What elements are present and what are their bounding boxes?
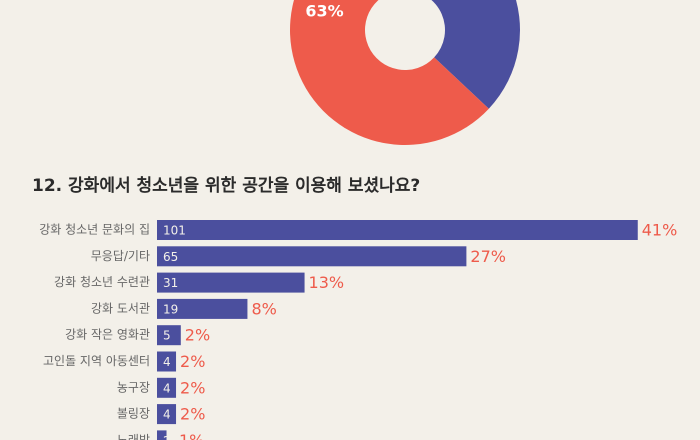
bar	[157, 325, 181, 346]
bar-value: 19	[163, 302, 178, 316]
percent-label: 13%	[309, 273, 345, 292]
category-label: 고인돌 지역 아동센터	[43, 354, 150, 368]
bar-value: 5	[163, 329, 171, 343]
donut-slice	[290, 0, 489, 145]
bar	[157, 351, 177, 372]
bar	[157, 430, 167, 440]
donut-slice	[431, 0, 520, 109]
category-label: 노래방	[117, 433, 150, 440]
bar	[157, 377, 177, 398]
category-label: 강화 작은 영화관	[65, 328, 150, 342]
category-label: 볼링장	[117, 407, 150, 421]
bar	[157, 220, 638, 240]
category-label: 강화 청소년 문화의 집	[39, 223, 150, 237]
category-label: 무응답/기타	[91, 249, 150, 263]
bar-value: 65	[163, 250, 178, 264]
bar-value: 2	[163, 434, 171, 440]
percent-label: 2%	[180, 378, 205, 397]
bar	[157, 272, 305, 293]
percent-label: 41%	[642, 221, 678, 240]
bar	[157, 404, 177, 425]
bar-value: 101	[163, 224, 186, 238]
percent-label: 27%	[470, 247, 506, 266]
bar-value: 4	[163, 408, 171, 422]
percent-label: 8%	[251, 299, 276, 318]
percent-label: 2%	[180, 405, 205, 424]
chart-title: 12. 강화에서 청소년을 위한 공간을 이용해 보셨나요?	[32, 175, 420, 196]
percent-label: 1%	[179, 431, 204, 440]
bar-value: 31	[163, 276, 178, 290]
slice-label: 63%	[305, 2, 343, 21]
bar-value: 4	[163, 381, 171, 395]
percent-label: 2%	[185, 326, 210, 345]
bar	[157, 298, 248, 319]
percent-label: 2%	[180, 352, 205, 371]
category-label: 강화 도서관	[91, 301, 150, 315]
bar	[157, 246, 467, 267]
category-label: 농구장	[117, 380, 150, 394]
category-label: 강화 청소년 수련관	[54, 275, 150, 289]
bar-value: 4	[163, 355, 171, 369]
